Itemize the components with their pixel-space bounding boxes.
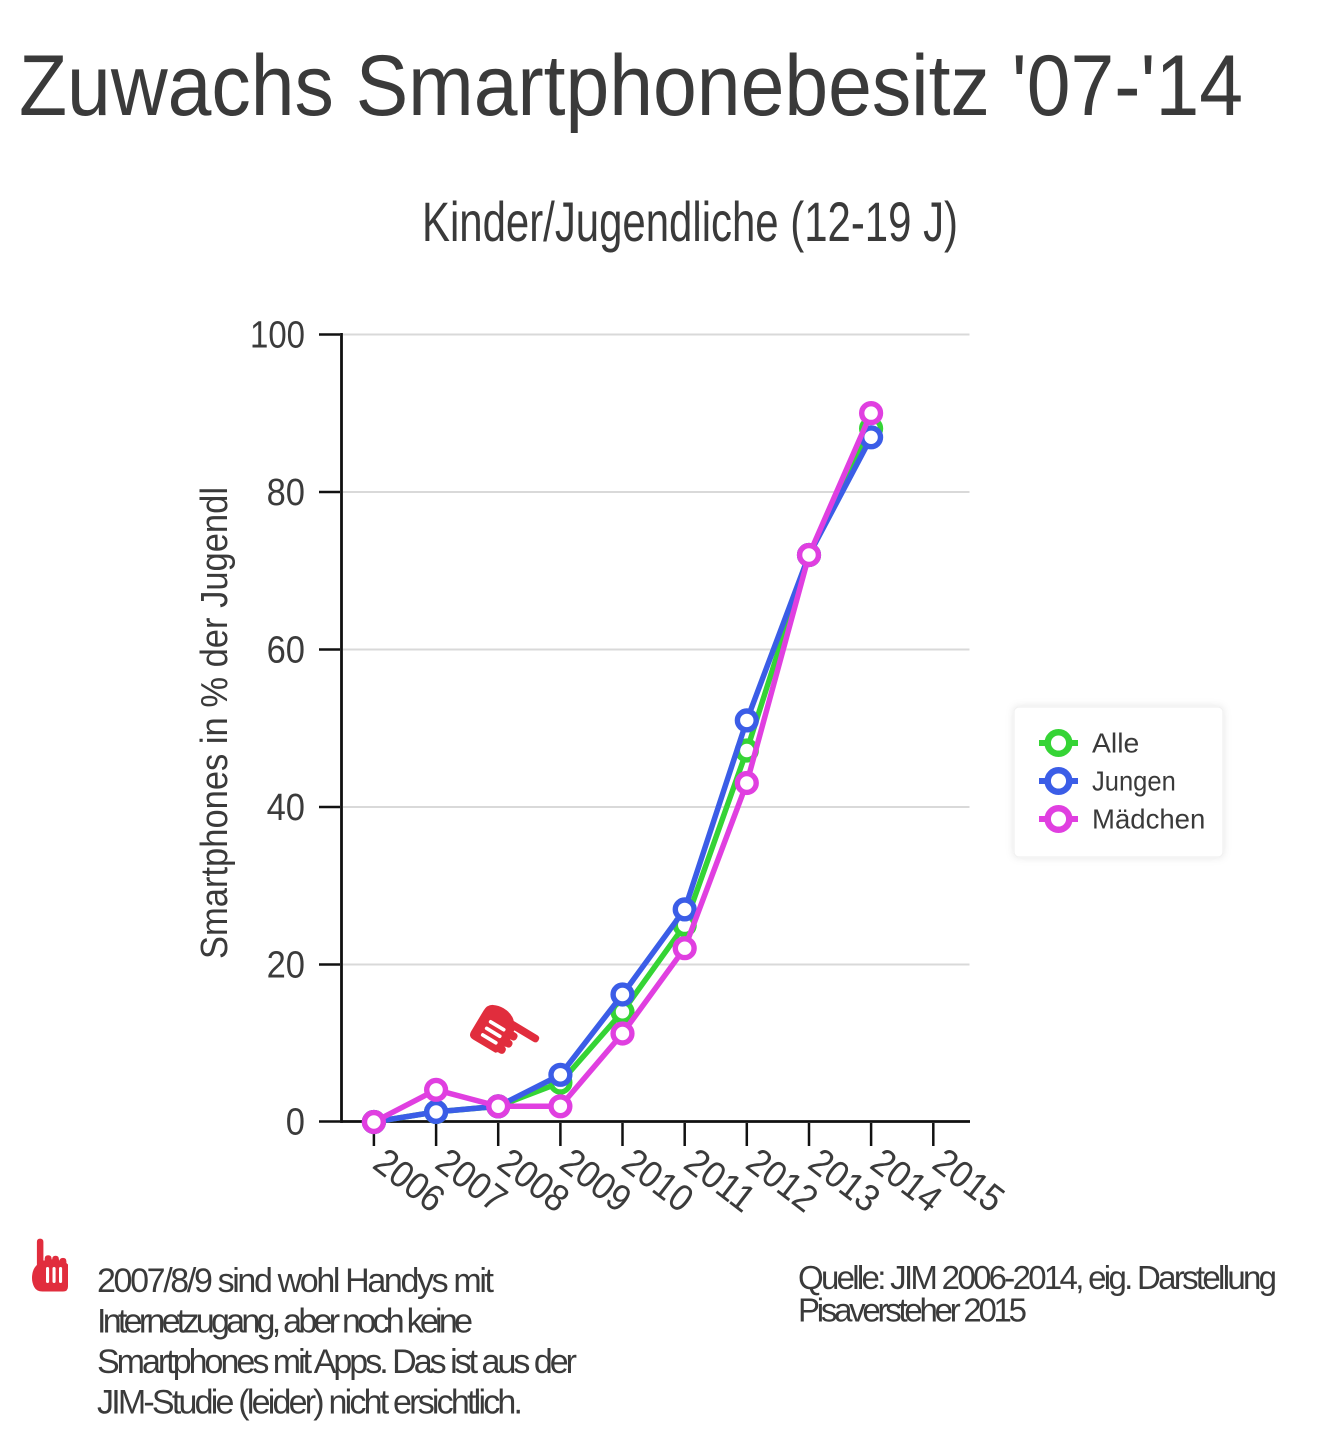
svg-text:Pisaversteher 2015: Pisaversteher 2015 xyxy=(798,1292,1027,1329)
svg-text:Kinder/Jugendliche (12-19 J): Kinder/Jugendliche (12-19 J) xyxy=(422,190,958,253)
svg-text:2007/8/9 sind wohl Handys mit: 2007/8/9 sind wohl Handys mit xyxy=(97,1262,495,1300)
svg-text:40: 40 xyxy=(267,787,305,829)
svg-text:Quelle: JIM 2006-2014, eig. Da: Quelle: JIM 2006-2014, eig. Darstellung xyxy=(798,1259,1277,1296)
svg-text:60: 60 xyxy=(267,630,305,672)
svg-text:100: 100 xyxy=(250,315,305,357)
svg-text:Internetzugang, aber noch kein: Internetzugang, aber noch keine xyxy=(97,1303,473,1341)
svg-text:Mädchen: Mädchen xyxy=(1092,804,1205,835)
svg-text:Smartphones in % der Jugendl: Smartphones in % der Jugendl xyxy=(194,487,236,959)
svg-text:Jungen: Jungen xyxy=(1092,766,1176,797)
svg-text:20: 20 xyxy=(267,945,305,987)
svg-text:JIM-Studie (leider) nicht ersi: JIM-Studie (leider) nicht ersichtlich. xyxy=(97,1384,523,1422)
svg-text:Zuwachs Smartphonebesitz '07-': Zuwachs Smartphonebesitz '07-'14 xyxy=(19,38,1243,134)
svg-text:Smartphones mit Apps. Das ist: Smartphones mit Apps. Das ist aus der xyxy=(97,1343,577,1381)
svg-text:0: 0 xyxy=(286,1102,305,1144)
svg-text:80: 80 xyxy=(267,472,305,514)
svg-text:Alle: Alle xyxy=(1092,728,1139,759)
